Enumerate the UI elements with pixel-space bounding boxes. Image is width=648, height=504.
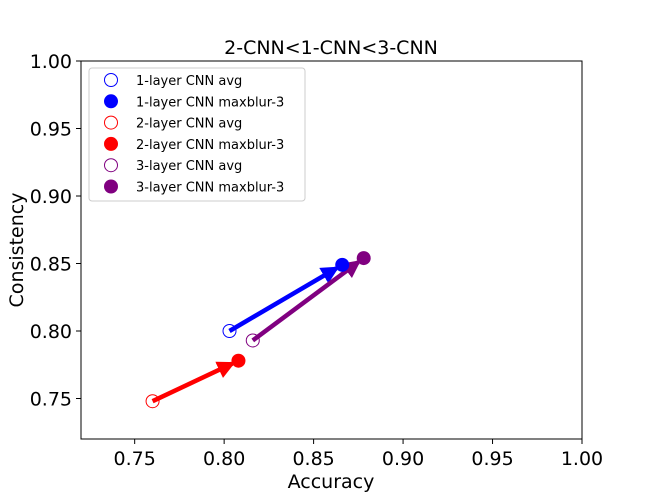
legend-label: 3-layer CNN maxblur-3 <box>136 181 284 196</box>
improvement-arrow <box>251 260 361 343</box>
maxblur-point <box>335 257 350 272</box>
improvement-arrow <box>151 361 236 404</box>
x-axis: 0.75 0.80 0.85 0.90 0.95 1.00 <box>114 439 603 470</box>
maxblur-point <box>356 251 371 266</box>
points-group <box>145 251 371 409</box>
y-tick-label: 0.75 <box>30 389 72 411</box>
avg-point <box>245 333 260 348</box>
avg-point <box>222 324 237 338</box>
y-tick-label: 1.00 <box>30 51 72 73</box>
improvement-arrow <box>228 266 340 333</box>
legend-marker <box>104 179 118 194</box>
y-tick-label: 0.85 <box>30 254 72 276</box>
y-axis: 0.75 0.80 0.85 0.90 0.95 1.00 <box>30 51 81 411</box>
avg-point <box>145 394 160 409</box>
legend-box <box>88 67 306 202</box>
x-tick-label: 1.00 <box>561 448 603 470</box>
legend-label: 1-layer CNN avg <box>136 74 242 89</box>
chart-title: 2-CNN<1-CNN<3-CNN <box>224 37 438 59</box>
legend-marker <box>104 94 118 109</box>
legend-label: 1-layer CNN maxblur-3 <box>136 95 284 110</box>
x-tick-label: 0.95 <box>471 448 513 470</box>
legend-marker <box>104 115 118 130</box>
x-tick-label: 0.90 <box>382 448 424 470</box>
legend-label: 3-layer CNN avg <box>136 159 242 174</box>
legend-marker <box>104 136 118 151</box>
legend-label: 2-layer CNN maxblur-3 <box>136 138 284 153</box>
maxblur-point <box>231 353 246 368</box>
x-tick-label: 0.85 <box>292 448 334 470</box>
y-tick-label: 0.80 <box>30 321 72 343</box>
arrows-group <box>151 260 361 404</box>
legend-label: 2-layer CNN avg <box>136 117 242 132</box>
x-tick-label: 0.75 <box>114 448 156 470</box>
x-tick-label: 0.80 <box>203 448 245 470</box>
y-tick-label: 0.90 <box>30 186 72 208</box>
legend-marker <box>104 158 118 173</box>
legend-marker <box>104 73 118 87</box>
y-tick-label: 0.95 <box>30 119 72 141</box>
y-axis-label: Consistency <box>6 193 28 308</box>
legend: 1-layer CNN avg 1-layer CNN maxblur-3 2-la… <box>88 67 306 202</box>
x-axis-label: Accuracy <box>288 471 375 493</box>
